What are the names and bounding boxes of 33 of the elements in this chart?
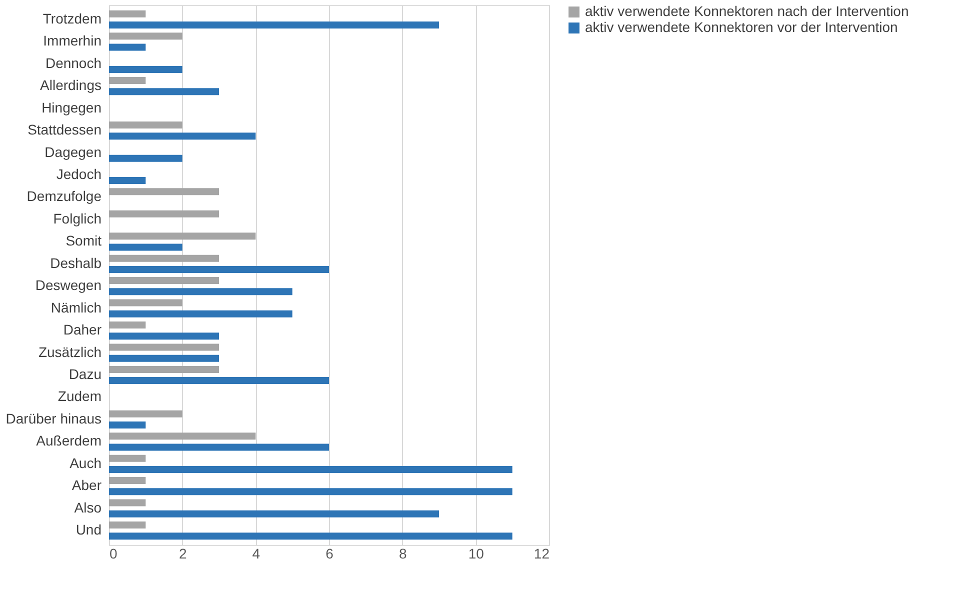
x-tick-label: 2: [178, 546, 187, 562]
y-tick-label: Zusätzlich: [38, 344, 102, 360]
y-tick-label: Also: [74, 499, 102, 516]
y-tick-label: Somit: [66, 232, 102, 249]
y-tick-label: Auch: [70, 454, 102, 471]
y-tick-label: Und: [76, 522, 102, 538]
y-tick-label: Allerdings: [40, 77, 102, 94]
legend-label: aktiv verwendete Konnektoren vor der Intervention: [585, 19, 898, 35]
y-tick-label: Dennoch: [45, 54, 102, 71]
y-tick-label: Folglich: [53, 210, 102, 226]
y-tick-label: Zudem: [58, 388, 102, 404]
y-tick-label: Außerdem: [36, 432, 102, 449]
y-tick-label: Dazu: [68, 366, 102, 382]
y-tick-label: Daher: [63, 322, 102, 338]
legend-label: aktiv verwendete Konnektoren nach der Intervention: [585, 3, 909, 19]
y-tick-label: Deswegen: [35, 277, 102, 294]
y-tick-label: Darüber hinaus: [6, 410, 102, 426]
y-tick-label: Demzufolge: [26, 188, 102, 204]
x-tick-label: 0: [110, 546, 118, 562]
y-tick-label: Aber: [72, 477, 102, 494]
y-tick-label: Jedoch: [56, 166, 102, 182]
x-tick-label: 12: [534, 546, 550, 562]
y-tick-label: Immerhin: [43, 32, 102, 49]
x-tick-label: 8: [398, 546, 407, 562]
y-tick-label: Deshalb: [50, 254, 102, 271]
x-tick-label: 10: [468, 546, 484, 562]
y-tick-label: Stattdessen: [28, 122, 102, 138]
x-tick-label: 4: [252, 546, 260, 562]
y-tick-label: Dagegen: [44, 144, 102, 160]
y-tick-label: Nämlich: [50, 299, 102, 316]
x-tick-label: 6: [326, 546, 334, 562]
y-tick-label: Hingegen: [42, 99, 102, 116]
y-tick-label: Trotzdem: [42, 10, 102, 26]
